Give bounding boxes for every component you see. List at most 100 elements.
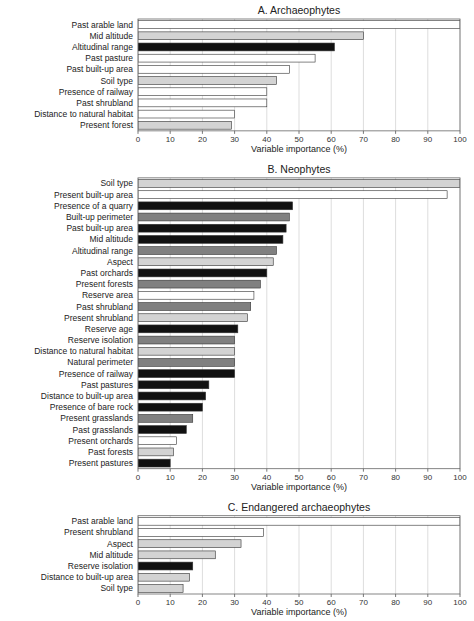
tick-label: 0	[136, 135, 141, 144]
category-label: Present forest	[80, 120, 134, 130]
tick-mark	[363, 594, 364, 597]
category-label: Mid altitude	[90, 550, 134, 560]
bar	[138, 540, 241, 548]
category-label: Past built-up area	[66, 223, 133, 233]
tick-mark	[234, 469, 235, 472]
grid-line	[331, 516, 332, 594]
tick-label: 50	[295, 473, 304, 482]
plot-frame	[138, 19, 460, 131]
category-label: Past orchards	[81, 268, 133, 278]
grid-line	[266, 516, 267, 594]
grid-line	[170, 178, 171, 469]
bar	[138, 562, 193, 570]
bar	[138, 202, 293, 210]
bar	[138, 88, 267, 96]
grid-line	[234, 516, 235, 594]
bar	[138, 32, 363, 40]
bar	[138, 347, 235, 355]
x-axis-label: Variable importance (%)	[251, 482, 347, 492]
bars	[138, 180, 460, 467]
tick-label: 90	[423, 473, 432, 482]
category-label: Presence of a quarry	[54, 201, 134, 211]
bar	[138, 280, 260, 288]
tick-label: 20	[198, 135, 207, 144]
category-label: Reserve isolation	[68, 561, 133, 571]
tick-mark	[331, 594, 332, 597]
category-label: Present pastures	[69, 458, 133, 468]
category-label: Present built-up area	[54, 190, 133, 200]
tick-mark	[202, 131, 203, 134]
bar	[138, 426, 186, 434]
bar	[138, 121, 231, 129]
category-label: Past arable land	[72, 20, 134, 30]
tick-label: 10	[166, 473, 175, 482]
grid-line	[395, 19, 396, 131]
tick-label: 60	[327, 135, 336, 144]
tick-mark	[427, 469, 428, 472]
category-label: Present shrubland	[64, 527, 133, 537]
category-label: Present orchards	[68, 436, 133, 446]
tick-mark	[202, 594, 203, 597]
category-label: Past pastures	[81, 380, 133, 390]
category-label: Distance to natural habitat	[34, 346, 133, 356]
tick-label: 30	[230, 473, 239, 482]
tick-label: 20	[198, 473, 207, 482]
category-label: Distance to built-up area	[41, 572, 133, 582]
bar	[138, 247, 276, 255]
tick-label: 70	[359, 135, 368, 144]
bar	[138, 437, 177, 445]
panel: A. Archaeophytes0102030405060708090100Pa…	[34, 4, 467, 154]
category-label: Altitudinal range	[72, 42, 133, 52]
bars	[138, 517, 460, 592]
figure: A. Archaeophytes0102030405060708090100Pa…	[0, 0, 474, 621]
bar	[138, 325, 238, 333]
page: {"chart_data": [ {"type": "bar", "orient…	[0, 0, 474, 621]
panel-title: C. Endangered archaeophytes	[228, 501, 370, 513]
tick-label: 70	[359, 473, 368, 482]
bar	[138, 551, 215, 559]
category-label: Aspect	[107, 257, 134, 267]
bar	[138, 269, 267, 277]
grid-line	[395, 178, 396, 469]
tick-label: 60	[327, 473, 336, 482]
tick-mark	[331, 131, 332, 134]
panel: B. Neophytes0102030405060708090100Soil t…	[34, 163, 467, 492]
tick-mark	[234, 131, 235, 134]
grid-line	[363, 178, 364, 469]
tick-mark	[266, 594, 267, 597]
category-label: Present forests	[76, 279, 133, 289]
category-label: Presence of bare rock	[50, 402, 134, 412]
category-label: Present shrubland	[64, 313, 133, 323]
bar	[138, 573, 190, 581]
tick-label: 40	[262, 473, 271, 482]
category-label: Past forests	[88, 447, 133, 457]
category-label: Past pasture	[85, 53, 133, 63]
bar	[138, 303, 251, 311]
category-label: Past arable land	[72, 516, 134, 526]
grid-line	[395, 516, 396, 594]
tick-label: 30	[230, 598, 239, 607]
tick-mark	[234, 594, 235, 597]
bar	[138, 258, 273, 266]
tick-mark	[395, 131, 396, 134]
tick-label: 30	[230, 135, 239, 144]
tick-label: 100	[453, 598, 467, 607]
tick-label: 0	[136, 473, 141, 482]
bar	[138, 291, 254, 299]
tick-label: 60	[327, 598, 336, 607]
bar	[138, 110, 235, 118]
grid-line	[299, 516, 300, 594]
category-label: Presence of railway	[59, 87, 134, 97]
grid-line	[266, 178, 267, 469]
plot-frame	[138, 178, 460, 469]
panel-title: B. Neophytes	[267, 163, 330, 175]
category-label: Built-up perimeter	[66, 212, 133, 222]
tick-mark	[299, 594, 300, 597]
bar	[138, 414, 193, 422]
tick-mark	[170, 131, 171, 134]
bar	[138, 54, 315, 62]
category-label: Present grasslands	[60, 413, 133, 423]
tick-label: 40	[262, 135, 271, 144]
tick-mark	[170, 469, 171, 472]
category-label: Past built-up area	[66, 64, 133, 74]
